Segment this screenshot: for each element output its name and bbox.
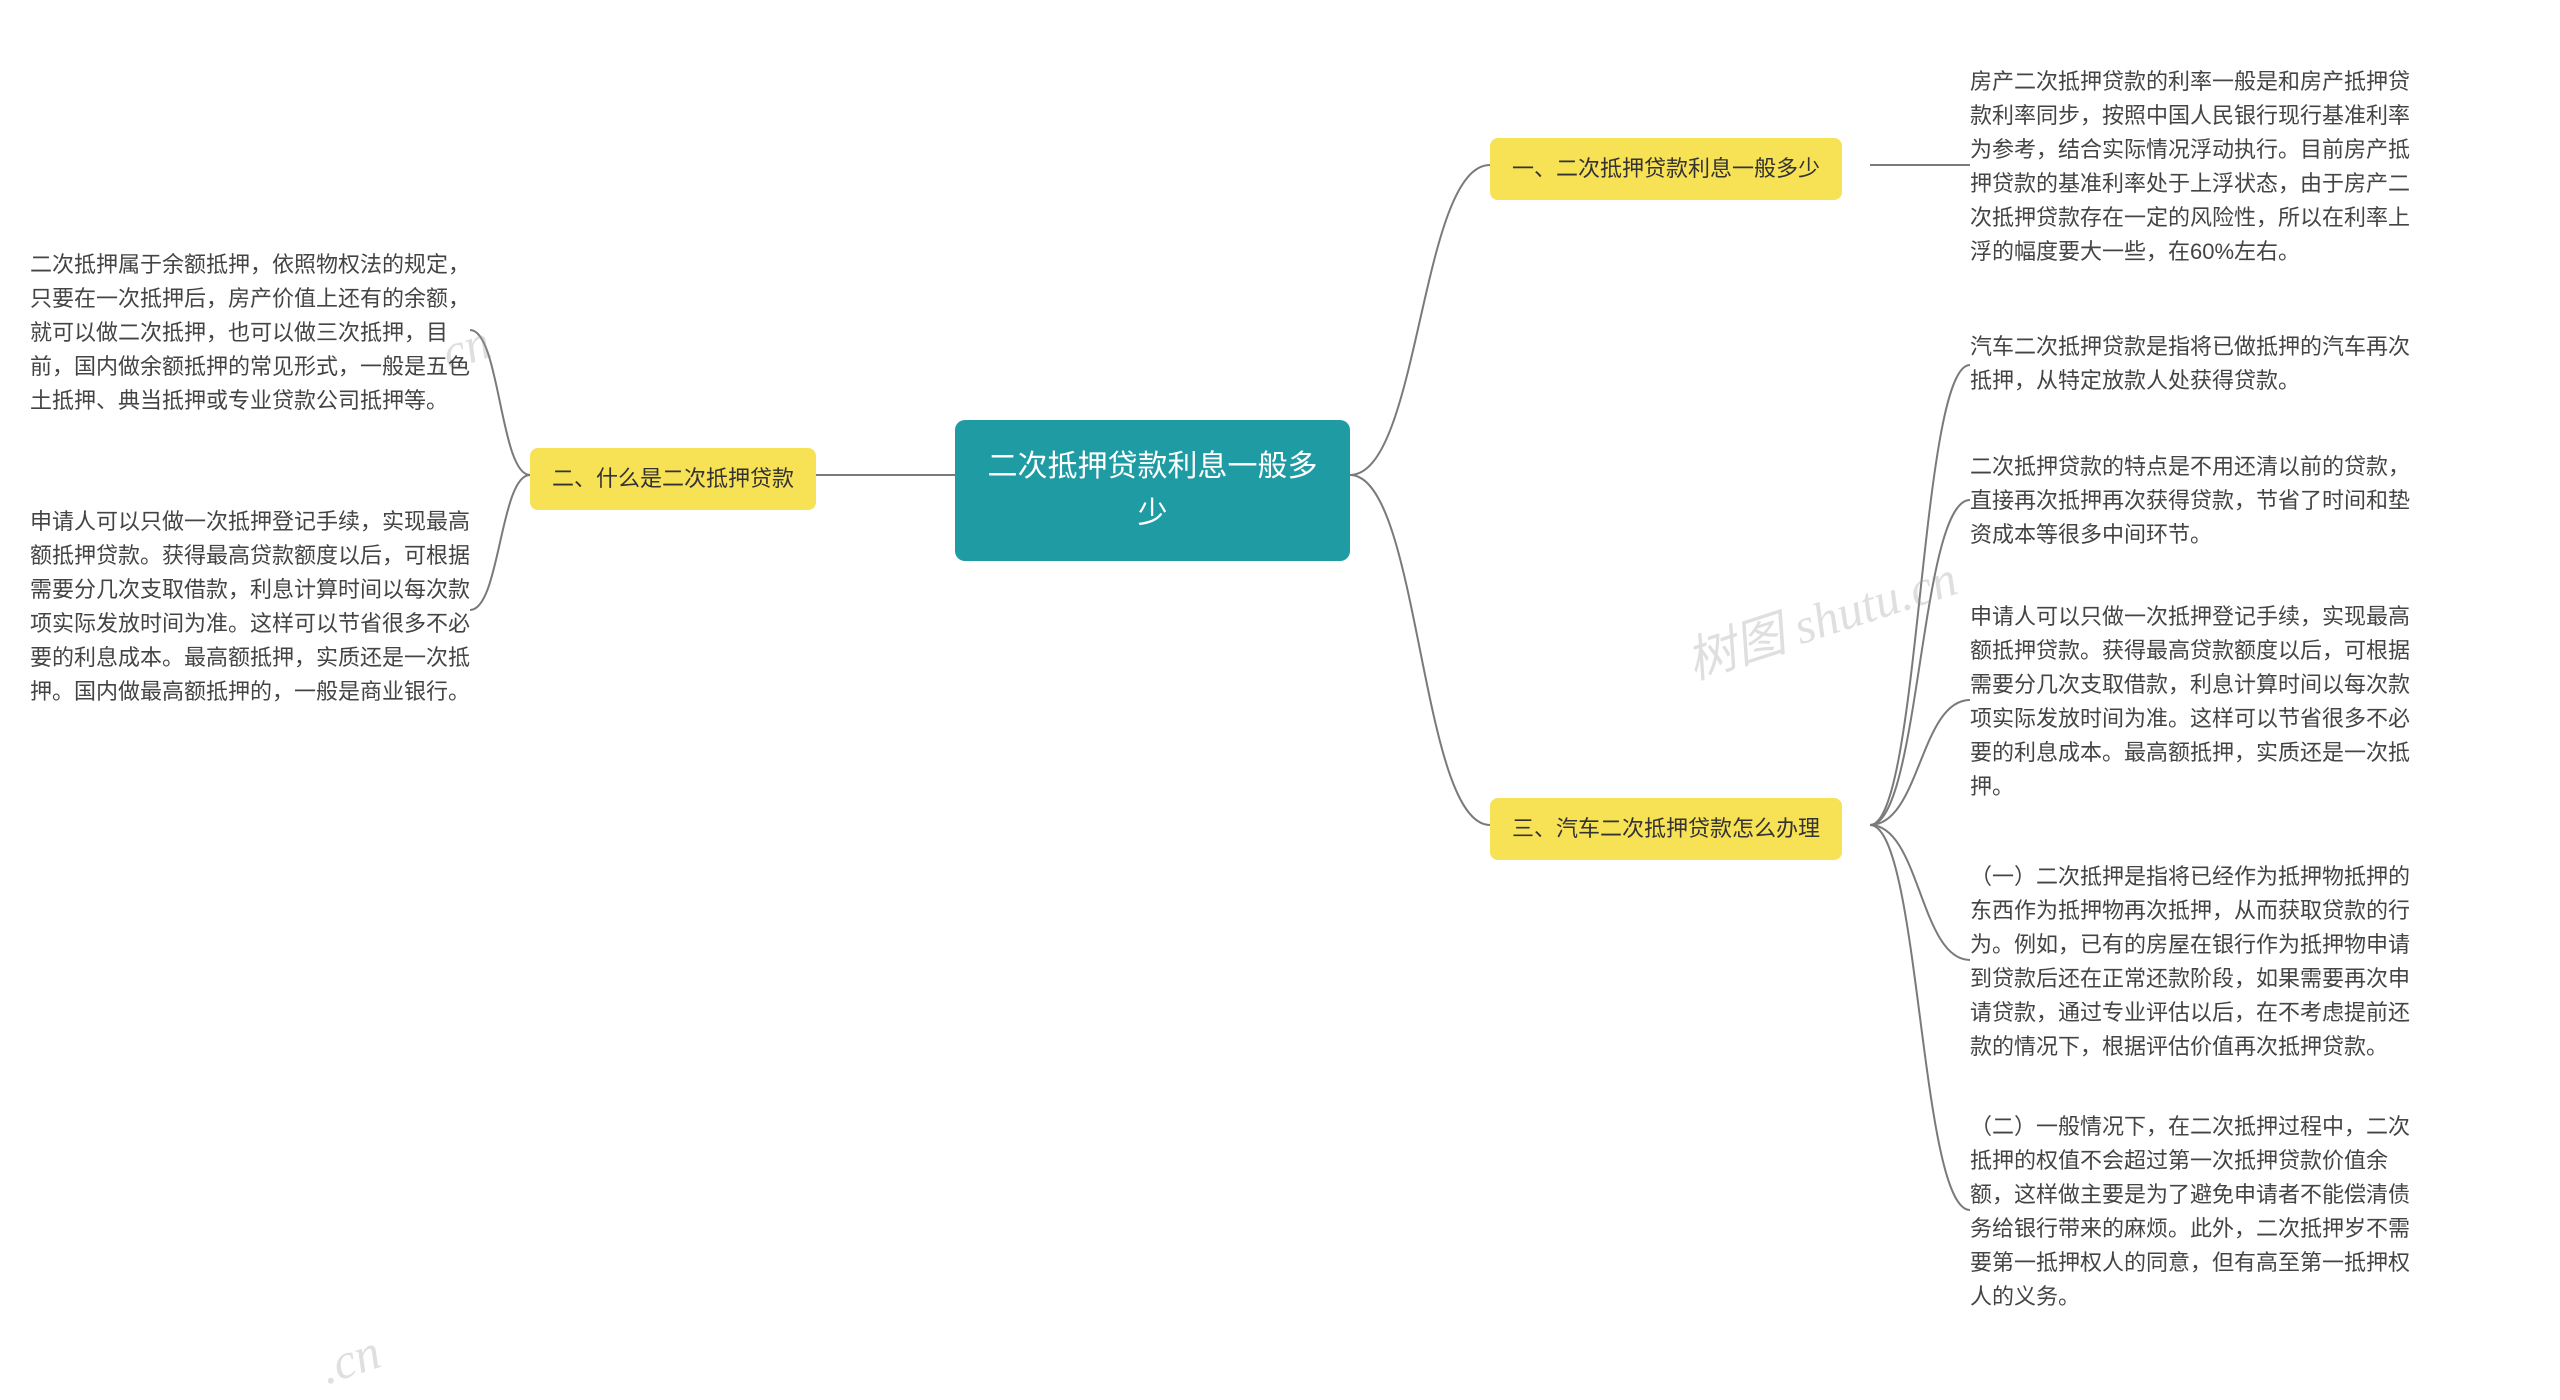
leaf-node: （一）二次抵押是指将已经作为抵押物抵押的东西作为抵押物再次抵押，从而获取贷款的行… bbox=[1970, 860, 2410, 1065]
leaf-node: 二次抵押属于余额抵押，依照物权法的规定，只要在一次抵押后，房产价值上还有的余额，… bbox=[30, 248, 470, 418]
sub-node-left[interactable]: 二、什么是二次抵押贷款 bbox=[530, 448, 816, 510]
sub-label: 一、二次抵押贷款利息一般多少 bbox=[1512, 156, 1820, 181]
sub-label: 二、什么是二次抵押贷款 bbox=[552, 466, 794, 491]
leaf-node: 二次抵押贷款的特点是不用还清以前的贷款，直接再次抵押再次获得贷款，节省了时间和垫… bbox=[1970, 450, 2410, 552]
center-text-line1: 二次抵押贷款利息一般多 bbox=[988, 450, 1318, 483]
sub-node-right-1[interactable]: 一、二次抵押贷款利息一般多少 bbox=[1490, 138, 1842, 200]
leaf-node: （二）一般情况下，在二次抵押过程中，二次抵押的权值不会超过第一次抵押贷款价值余额… bbox=[1970, 1110, 2410, 1315]
sub-label: 三、汽车二次抵押贷款怎么办理 bbox=[1512, 816, 1820, 841]
leaf-node: 申请人可以只做一次抵押登记手续，实现最高额抵押贷款。获得最高贷款额度以后，可根据… bbox=[30, 505, 470, 710]
watermark: 树图 shutu.cn bbox=[1676, 538, 1965, 693]
watermark: .cn bbox=[312, 1322, 387, 1396]
leaf-node: 申请人可以只做一次抵押登记手续，实现最高额抵押贷款。获得最高贷款额度以后，可根据… bbox=[1970, 600, 2410, 805]
center-text-line2: 少 bbox=[1138, 497, 1168, 530]
center-node[interactable]: 二次抵押贷款利息一般多 少 bbox=[955, 420, 1350, 561]
sub-node-right-3[interactable]: 三、汽车二次抵押贷款怎么办理 bbox=[1490, 798, 1842, 860]
leaf-node: 房产二次抵押贷款的利率一般是和房产抵押贷款利率同步，按照中国人民银行现行基准利率… bbox=[1970, 65, 2410, 270]
leaf-node: 汽车二次抵押贷款是指将已做抵押的汽车再次抵押，从特定放款人处获得贷款。 bbox=[1970, 330, 2410, 398]
